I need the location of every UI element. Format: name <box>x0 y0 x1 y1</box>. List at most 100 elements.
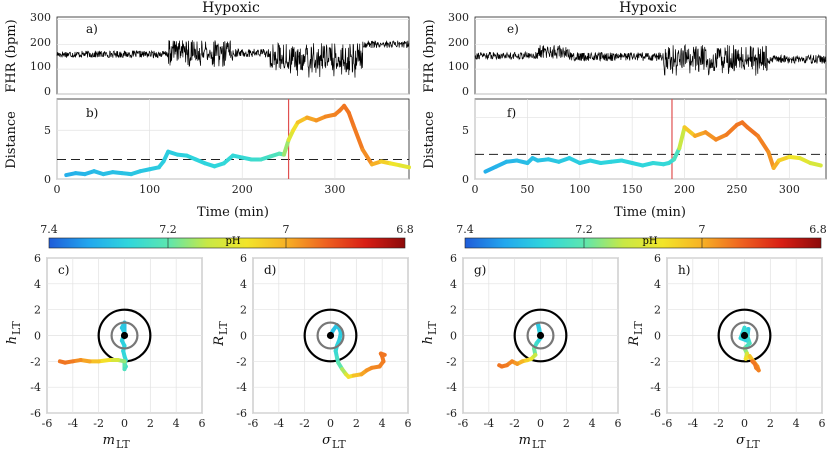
colorbar-label: pH <box>225 236 240 247</box>
scatter-xtick: 4 <box>589 417 596 430</box>
trajectory-segment <box>378 351 387 357</box>
colorbar-label: pH <box>642 236 657 247</box>
mh-xlabel: m <box>103 433 115 448</box>
scatter-xtick: 2 <box>353 417 360 430</box>
panel-label: f) <box>507 106 516 120</box>
scatter-xtick: 2 <box>563 417 570 430</box>
scatter-ytick: 6 <box>240 252 247 265</box>
mh-ticks: -6-6 -4 -4 -2 -2 0 0 2 2 4 4 6 6 <box>446 252 621 430</box>
scatter-ytick: 6 <box>450 252 457 265</box>
scatter-ytick: -4 <box>236 381 247 394</box>
fhr-ytick: 200 <box>448 36 469 49</box>
scatter-ytick: 4 <box>654 278 661 291</box>
scatter-xtick: 6 <box>199 417 206 430</box>
panel-label: d) <box>264 263 276 277</box>
inner-circle <box>110 321 139 350</box>
sr-ticks: -6-6 -4 -4 -2 -2 0 0 2 2 4 4 6 6 <box>236 252 411 430</box>
mh-xlabel-sub: LT <box>532 438 546 451</box>
scatter-ytick: 0 <box>240 330 247 343</box>
scatter-xtick: -6 <box>248 417 259 430</box>
distance-ytick: 0 <box>44 173 51 186</box>
sr-trajectory <box>328 323 387 379</box>
scatter-ytick: -4 <box>650 381 661 394</box>
scatter-xtick: 6 <box>615 417 622 430</box>
mh-ylabel: h <box>421 336 436 344</box>
scatter-ytick: -4 <box>446 381 457 394</box>
sr-panel: -6-6 -4 -4 -2 -2 0 0 2 2 4 4 6 6 h) σ LT R LT <box>627 252 826 451</box>
colorbar-ticklabel: 7.2 <box>575 223 593 236</box>
distance-segment <box>221 153 235 166</box>
scatter-xtick: -6 <box>662 417 673 430</box>
colorbar: 7.4 7.2 7 6.8 pH <box>456 223 827 249</box>
fhr-grid <box>475 19 826 95</box>
distance-grid <box>56 99 409 180</box>
scatter-ytick: -6 <box>236 407 247 420</box>
mh-xlabel-sub: LT <box>116 438 130 451</box>
sr-xlabel-sub: LT <box>332 438 346 451</box>
mh-ylabel-group: h LT <box>421 321 439 345</box>
panel-label: e) <box>507 22 519 36</box>
scatter-ytick: 6 <box>654 252 661 265</box>
distance-xtick: 200 <box>232 183 253 196</box>
distance-xtick: 200 <box>674 183 695 196</box>
fhr-panel: 300 200 100 0 FHR (bpm) e) <box>422 11 827 98</box>
scatter-ytick: 2 <box>450 304 457 317</box>
fhr-ylabel: FHR (bpm) <box>4 19 19 92</box>
distance-xlabel: Time (min) <box>197 205 269 220</box>
outer-circle <box>513 308 568 363</box>
colorbar-ticklabel: 6.8 <box>809 223 827 236</box>
scatter-xtick: 4 <box>793 417 800 430</box>
distance-segment <box>724 122 739 137</box>
scatter-xtick: 4 <box>379 417 386 430</box>
distance-grid <box>474 99 826 180</box>
sr-xlabel: σ <box>322 433 332 448</box>
distance-segment <box>745 125 760 138</box>
distance-ytick: 0 <box>462 173 469 186</box>
distance-xtick: 300 <box>324 183 345 196</box>
colorbar-ticklabel: 6.8 <box>396 223 414 236</box>
distance-segment <box>808 161 823 168</box>
trajectory-segment <box>497 363 504 369</box>
inner-circle <box>730 321 759 350</box>
case-right: Hypoxic 300 200 100 0 FHR (bpm) e) 0 50 10… <box>421 0 827 451</box>
scatter-ytick: -2 <box>650 355 661 368</box>
scatter-xtick: -2 <box>509 417 520 430</box>
origin-dot <box>740 331 749 340</box>
sr-ylabel: R <box>627 336 642 347</box>
sr-ticks: -6-6 -4 -4 -2 -2 0 0 2 2 4 4 6 6 <box>650 252 825 430</box>
scatter-ytick: 2 <box>654 304 661 317</box>
scatter-ytick: -2 <box>236 355 247 368</box>
outer-circle <box>717 308 772 363</box>
case-title: Hypoxic <box>202 0 260 16</box>
distance-xtick: 250 <box>726 183 747 196</box>
mh-ylabel-sub: LT <box>426 321 439 335</box>
distance-segment <box>766 149 776 170</box>
fhr-trace <box>474 43 827 76</box>
scatter-ytick: 2 <box>240 304 247 317</box>
scatter-ytick: -6 <box>446 407 457 420</box>
distance-xlabel: Time (min) <box>614 205 686 220</box>
case-left: Hypoxic 300 200 100 0 FHR (bpm) a) 0 100 2… <box>4 0 414 451</box>
distance-ylabel: Distance <box>422 111 437 169</box>
distance-panel: 0 50 100 150 200 250 300 5 0 Distance Time (mi… <box>422 98 827 220</box>
origin-dot <box>326 331 335 340</box>
scatter-xtick: -2 <box>299 417 310 430</box>
fhr-grid <box>57 19 409 95</box>
fhr-ytick: 300 <box>448 11 469 24</box>
sr-ylabel: R <box>212 336 227 347</box>
fhr-ylabel: FHR (bpm) <box>422 19 437 92</box>
panel-label: h) <box>678 263 690 277</box>
origin-dot <box>120 331 129 340</box>
distance-ylabel: Distance <box>4 111 19 169</box>
outer-circle <box>303 308 358 363</box>
distance-segment <box>346 110 356 128</box>
distance-segment <box>281 137 291 157</box>
mh-panel: -6-6 -4 -4 -2 -2 0 0 2 2 4 4 6 6 g) m LT h LT <box>421 252 622 451</box>
colorbar-ticklabel: 7 <box>283 223 290 236</box>
distance-segment <box>682 125 698 138</box>
mh-ylabel-group: h LT <box>5 321 23 345</box>
scatter-xtick: 4 <box>173 417 180 430</box>
distance-panel: 0 100 200 300 5 0 Distance Time (min) b) <box>4 98 411 220</box>
scatter-ytick: 0 <box>450 330 457 343</box>
distance-xtick: 0 <box>472 183 479 196</box>
